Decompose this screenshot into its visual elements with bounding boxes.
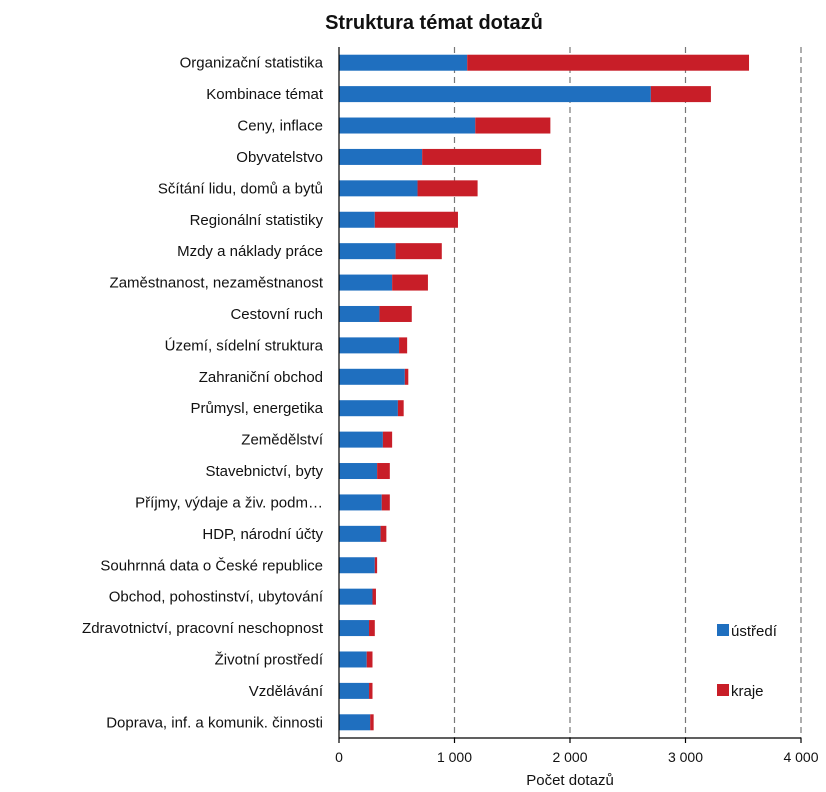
bar-kraje: [650, 86, 711, 103]
bar-kraje: [370, 714, 374, 731]
category-label: Území, sídelní struktura: [165, 337, 324, 354]
legend-swatch: [717, 684, 729, 696]
bar-ustredi: [339, 651, 367, 668]
bar-ustredi: [339, 211, 375, 228]
category-label: Regionální statistiky: [190, 212, 324, 229]
category-label: Stavebnictví, byty: [205, 463, 323, 480]
x-tick-label: 3 000: [668, 749, 703, 765]
bar-ustredi: [339, 525, 381, 542]
bar-kraje: [366, 651, 373, 668]
bar-kraje: [374, 211, 458, 228]
bar-ustredi: [339, 557, 375, 574]
bar-ustredi: [339, 180, 418, 197]
bar-kraje: [379, 305, 412, 322]
category-label: Mzdy a náklady práce: [177, 243, 323, 260]
category-label: Souhrnná data o České republice: [100, 557, 323, 574]
category-label: Příjmy, výdaje a živ. podm…: [135, 494, 323, 511]
bar-ustredi: [339, 148, 423, 165]
bar-kraje: [475, 117, 551, 134]
category-label: Zemědělství: [241, 432, 324, 449]
x-axis: 0 1 000 2 000 3 000 4 000: [335, 47, 819, 765]
bar-ustredi: [339, 494, 382, 511]
category-label: Zdravotnictví, pracovní neschopnost: [82, 620, 324, 637]
category-label: Sčítání lidu, domů a bytů: [158, 180, 323, 197]
category-label: Cestovní ruch: [230, 306, 323, 323]
x-tick-label: 1 000: [437, 749, 472, 765]
bar-ustredi: [339, 305, 380, 322]
bar-kraje: [417, 180, 478, 197]
bar-kraje: [369, 682, 373, 699]
category-label: Obyvatelstvo: [236, 149, 323, 166]
bar-kraje: [382, 431, 393, 448]
category-label: Životní prostředí: [215, 651, 324, 668]
x-axis-title: Počet dotazů: [526, 772, 614, 789]
bar-ustredi: [339, 714, 371, 731]
bar-kraje: [404, 368, 409, 385]
bar-ustredi: [339, 431, 383, 448]
bar-kraje: [467, 54, 750, 71]
bar-ustredi: [339, 620, 370, 637]
bar-ustredi: [339, 337, 400, 354]
bar-ustredi: [339, 400, 398, 417]
category-label: Zaměstnanost, nezaměstnanost: [110, 275, 324, 292]
x-tick-label: 2 000: [552, 749, 587, 765]
legend-label: kraje: [731, 683, 764, 700]
bars: [339, 54, 750, 731]
bar-kraje: [374, 557, 378, 574]
bar-ustredi: [339, 117, 476, 134]
x-tick-label: 4 000: [783, 749, 818, 765]
category-label: Organizační statistika: [180, 55, 324, 72]
bar-kraje: [395, 243, 442, 260]
category-label: Kombinace témat: [206, 86, 324, 103]
bar-ustredi: [339, 243, 396, 260]
bar-ustredi: [339, 463, 378, 480]
gridlines: [453, 47, 802, 738]
bar-kraje: [381, 494, 390, 511]
bar-ustredi: [339, 682, 370, 699]
chart-title: Struktura témat dotazů: [325, 12, 543, 34]
bar-kraje: [372, 588, 376, 605]
category-label: Průmysl, energetika: [190, 400, 323, 417]
bar-ustredi: [339, 54, 468, 71]
category-label: HDP, národní účty: [202, 526, 323, 543]
legend: ústředí kraje: [717, 623, 778, 700]
bar-kraje: [397, 400, 404, 417]
legend-swatch: [717, 624, 729, 636]
x-tick-label: 0: [335, 749, 343, 765]
category-labels: Organizační statistika Kombinace témat Cen…: [82, 55, 324, 732]
bar-kraje: [377, 463, 390, 480]
bar-kraje: [380, 525, 387, 542]
bar-kraje: [422, 148, 542, 165]
category-label: Doprava, inf. a komunik. činnosti: [106, 714, 323, 731]
legend-label: ústředí: [731, 623, 778, 640]
bar-kraje: [392, 274, 428, 291]
bar-kraje: [399, 337, 408, 354]
category-label: Zahraniční obchod: [199, 369, 323, 386]
bar-ustredi: [339, 86, 651, 103]
category-label: Obchod, pohostinství, ubytování: [109, 589, 324, 606]
category-label: Vzdělávání: [249, 683, 324, 700]
category-label: Ceny, inflace: [237, 118, 323, 135]
bar-kraje: [369, 620, 375, 637]
bar-ustredi: [339, 588, 373, 605]
bar-ustredi: [339, 368, 405, 385]
bar-ustredi: [339, 274, 393, 291]
